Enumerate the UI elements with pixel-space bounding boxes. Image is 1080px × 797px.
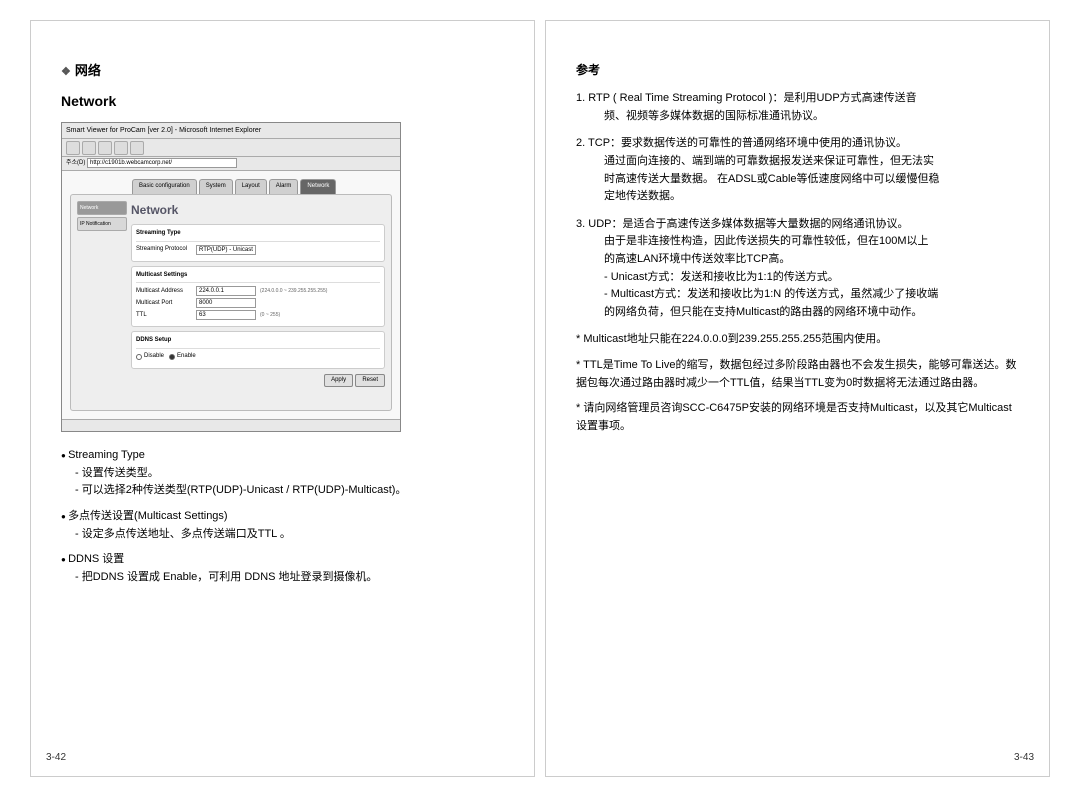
star-3-text: 请向网络管理员咨询SCC-C6475P安装的网络环境是否支持Multicast，… [576, 402, 1012, 432]
forward-button[interactable] [82, 141, 96, 155]
n2-c1: 时高速传送大量数据。 在ADSL或Cable等低速度网络中可以缓慢但稳 [604, 171, 1019, 189]
subtitle-en: Network [61, 90, 504, 112]
star-1-text: Multicast地址只能在224.0.0.0到239.255.255.255范… [583, 333, 887, 345]
numbered-list: 1. RTP ( Real Time Streaming Protocol )：… [576, 90, 1019, 321]
radio-enable[interactable] [169, 354, 175, 360]
disable-label: Disable [144, 352, 164, 362]
n3-num: 3. [576, 218, 585, 230]
browser-screenshot: Smart Viewer for ProCam [ver 2.0] - Micr… [61, 122, 401, 432]
n3-c3: - Multicast方式：发送和接收比为1:N 的传送方式，虽然减少了接收端 [604, 286, 1019, 304]
title-cn: 网络 [75, 63, 101, 78]
ttl-label: TTL [136, 311, 196, 321]
window-titlebar: Smart Viewer for ProCam [ver 2.0] - Micr… [62, 123, 400, 139]
sidebar-item-ipnotif[interactable]: IP Notification [77, 217, 127, 231]
bullet-2: 多点传送设置(Multicast Settings) [61, 510, 228, 522]
n1-first: RTP ( Real Time Streaming Protocol )：是利用… [588, 92, 916, 104]
n2-first: TCP：要求数据传送的可靠性的普通网络环境中使用的通讯协议。 [588, 137, 907, 149]
radio-disable[interactable] [136, 354, 142, 360]
bullet-list: Streaming Type 设置传送类型。 可以选择2种传送类型(RTP(UD… [61, 447, 504, 586]
tab-layout[interactable]: Layout [235, 179, 267, 194]
star-1: Multicast地址只能在224.0.0.0到239.255.255.255范… [576, 331, 1019, 349]
bullet-1-sub-2: 可以选择2种传送类型(RTP(UDP)-Unicast / RTP(UDP)-M… [75, 482, 504, 500]
sidebar: Network IP Notification [77, 201, 127, 387]
reset-button[interactable]: Reset [355, 374, 385, 388]
refresh-button[interactable] [114, 141, 128, 155]
config-tabs: Basic configuration System Layout Alarm … [62, 171, 400, 194]
diamond-icon: ❖ [61, 66, 71, 78]
n2-c2: 定地传送数据。 [604, 188, 1019, 206]
ddns-section: DDNS Setup Disable Enable [131, 331, 385, 368]
n1-c0: 频、视频等多媒体数据的国际标准通讯协议。 [604, 108, 1019, 126]
sec2-title: Multicast Settings [136, 271, 380, 284]
bullet-1: Streaming Type [61, 449, 145, 461]
address-label: 주소(D) [66, 160, 85, 166]
bullet-3-sub-1: 把DDNS 设置成 Enable，可利用 DDNS 地址登录到摄像机。 [75, 569, 504, 587]
mc-port-input[interactable]: 8000 [196, 298, 256, 308]
n3-c1: 的高速LAN环境中传送效率比TCP高。 [604, 251, 1019, 269]
num-item-3: 3. UDP：是适合于高速传送多媒体数据等大量数据的网络通讯协议。 由于是非连接… [576, 216, 1019, 322]
ttl-hint: (0 ~ 255) [260, 311, 280, 319]
star-2: TTL是Time To Live的缩写，数据包经过多阶段路由器也不会发生损失，能… [576, 357, 1019, 392]
back-button[interactable] [66, 141, 80, 155]
panel-title: Network [131, 201, 385, 220]
mc-port-label: Multicast Port [136, 299, 196, 309]
n3-first: UDP：是适合于高速传送多媒体数据等大量数据的网络通讯协议。 [588, 218, 908, 230]
tab-network[interactable]: Network [300, 179, 336, 194]
address-input[interactable]: http://c1901b.webcamcorp.net/ [87, 158, 237, 168]
sec1-title: Streaming Type [136, 229, 380, 242]
ttl-input[interactable]: 63 [196, 310, 256, 320]
n2-num: 2. [576, 137, 585, 149]
sec3-title: DDNS Setup [136, 336, 380, 349]
bullet-2-sub-1: 设定多点传送地址、多点传送端口及TTL 。 [75, 526, 504, 544]
tab-alarm[interactable]: Alarm [269, 179, 299, 194]
status-bar [62, 419, 400, 431]
sidebar-item-network[interactable]: Network [77, 201, 127, 215]
page-number-right: 3-43 [1014, 750, 1034, 766]
star-3: 请向网络管理员咨询SCC-C6475P安装的网络环境是否支持Multicast，… [576, 400, 1019, 435]
section-title-cn: ❖ 网络 [61, 61, 504, 82]
stop-button[interactable] [98, 141, 112, 155]
address-bar: 주소(D) http://c1901b.webcamcorp.net/ [62, 157, 400, 171]
mc-address-hint: (224.0.0.0 ~ 239.255.255.255) [260, 287, 327, 295]
mc-address-label: Multicast Address [136, 287, 196, 297]
streaming-protocol-select[interactable]: RTP(UDP) - Unicast [196, 245, 256, 255]
n3-c0: 由于是非连接性构造，因此传送损失的可靠性较低，但在100M以上 [604, 233, 1019, 251]
home-button[interactable] [130, 141, 144, 155]
page-number-left: 3-42 [46, 750, 66, 766]
ref-title: 参考 [576, 61, 1019, 80]
num-item-1: 1. RTP ( Real Time Streaming Protocol )：… [576, 90, 1019, 125]
n3-c2: - Unicast方式：发送和接收比为1:1的传送方式。 [604, 269, 1019, 287]
star-2-text: TTL是Time To Live的缩写，数据包经过多阶段路由器也不会发生损失，能… [576, 359, 1016, 389]
bullet-1-sub-1: 设置传送类型。 [75, 465, 504, 483]
tab-basic[interactable]: Basic configuration [132, 179, 197, 194]
enable-label: Enable [177, 352, 196, 362]
apply-button[interactable]: Apply [324, 374, 353, 388]
n1-num: 1. [576, 92, 585, 104]
tab-system[interactable]: System [199, 179, 233, 194]
streaming-protocol-label: Streaming Protocol [136, 245, 196, 255]
star-list: Multicast地址只能在224.0.0.0到239.255.255.255范… [576, 331, 1019, 435]
multicast-section: Multicast Settings Multicast Address 224… [131, 266, 385, 328]
browser-toolbar [62, 139, 400, 157]
streaming-type-section: Streaming Type Streaming Protocol RTP(UD… [131, 224, 385, 262]
bullet-3: DDNS 设置 [61, 553, 124, 565]
n2-c0: 通过面向连接的、端到端的可靠数据报发送来保证可靠性，但无法实 [604, 153, 1019, 171]
mc-address-input[interactable]: 224.0.0.1 [196, 286, 256, 296]
n3-c4: 的网络负荷，但只能在支持Multicast的路由器的网络环境中动作。 [604, 304, 1019, 322]
num-item-2: 2. TCP：要求数据传送的可靠性的普通网络环境中使用的通讯协议。 通过面向连接… [576, 135, 1019, 205]
